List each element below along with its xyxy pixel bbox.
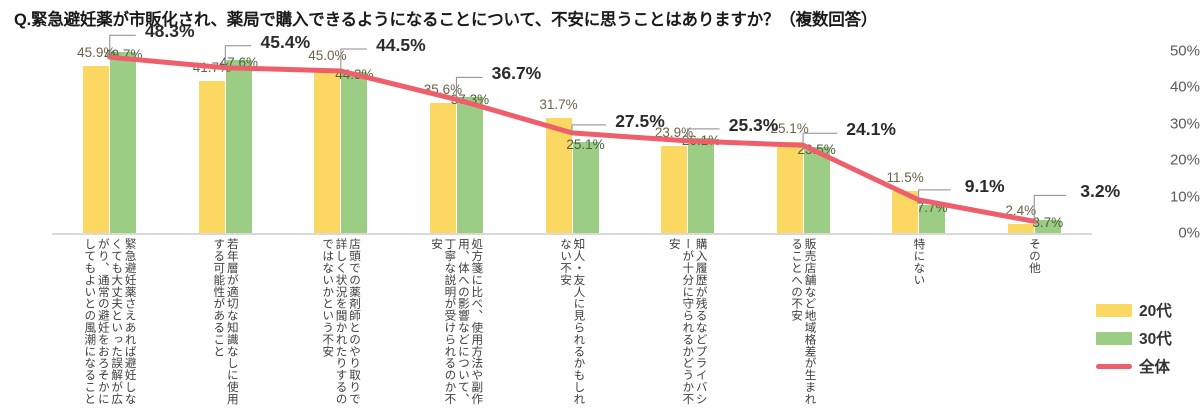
legend-color-swatch [1096, 303, 1132, 317]
bar-value-label-30s: 7.7% [916, 199, 948, 215]
category-label: 購入履歴が残るなどプライバシーが十分に守られるかどうか不安 [667, 238, 708, 405]
total-value-label: 9.1% [964, 175, 1005, 196]
legend-label: 全体 [1139, 359, 1171, 376]
category-label: 店頭での薬剤師とのやり取りで詳しく状況を聞かれたりするのではないかという不安 [321, 238, 362, 405]
y-axis-tick-label: 50% [1169, 42, 1200, 60]
total-value-label: 44.5% [376, 35, 426, 56]
legend-label: 30代 [1139, 331, 1172, 348]
bar-20s [661, 146, 688, 233]
bar-value-label-30s: 23.5% [797, 142, 836, 158]
bar-value-label-30s: 49.7% [104, 47, 143, 63]
total-value-label: 27.5% [615, 110, 665, 131]
bar-value-label-30s: 26.1% [681, 132, 721, 148]
bar-30s [1034, 219, 1061, 233]
bar-30s [225, 59, 252, 233]
legend-item[interactable]: 30代 [1096, 324, 1200, 352]
legend-line-swatch [1096, 363, 1132, 369]
bar-20s [198, 81, 225, 233]
bar-20s [83, 65, 110, 233]
bar-value-label-30s: 44.3% [335, 66, 374, 82]
category-label: 若年層が適切な知識なしに使用する可能性があること [212, 238, 239, 405]
y-axis-tick-label: 0% [1178, 224, 1200, 242]
category-label: 特にない [912, 238, 926, 286]
total-value-label: 24.1% [846, 119, 896, 140]
bar-value-label-20s: 31.7% [539, 96, 578, 112]
bar-20s [892, 191, 919, 233]
category-axis-labels: 緊急避妊薬さえあれば避妊しなくても大丈夫といった誤解が広がり、通常の避妊をおろそ… [52, 238, 1092, 418]
bar-30s [456, 97, 483, 233]
bar-value-label-30s: 3.7% [1032, 214, 1064, 230]
total-value-label: 36.7% [491, 63, 542, 84]
total-value-label: 25.3% [728, 114, 779, 135]
category-label: 緊急避妊薬さえあれば避妊しなくても大丈夫といった誤解が広がり、通常の避妊をおろそ… [83, 238, 137, 405]
bar-value-label-30s: 37.3% [450, 92, 490, 108]
y-axis-tick-label: 10% [1169, 188, 1200, 206]
bar-20s [429, 103, 456, 233]
legend-color-swatch [1096, 331, 1132, 345]
bar-20s [314, 69, 341, 233]
y-axis-tick-label: 40% [1169, 78, 1200, 96]
total-value-label: 45.4% [260, 31, 311, 52]
bar-value-label-20s: 45.9% [77, 44, 116, 60]
legend-item[interactable]: 全体 [1096, 352, 1200, 380]
bar-value-label-30s: 25.1% [566, 136, 605, 152]
bar-value-label-30s: 47.6% [219, 54, 258, 70]
chart-legend: 20代 30代全体 [1096, 296, 1200, 380]
bar-value-label-20s: 45.0% [308, 48, 347, 64]
y-axis-tick-label: 20% [1169, 151, 1200, 169]
bar-30s [803, 147, 830, 233]
y-axis-tick-label: 30% [1169, 115, 1200, 133]
category-label: その他 [1027, 238, 1041, 274]
category-label: 知人・友人に見られるかもしれない不安 [559, 238, 586, 405]
category-label: 処方箋に比べ、使用方法や副作用、体への影響などについて、丁寧な説明が受けられるの… [430, 238, 484, 405]
page-title: Q.緊急避妊薬が市販化され、薬局で購入できるようになることについて、不安に思うこ… [14, 11, 878, 29]
bar-30s [341, 71, 368, 233]
bar-30s [110, 52, 137, 233]
bar-20s [545, 117, 572, 233]
x-axis-line [52, 233, 1092, 235]
bar-20s [1007, 224, 1034, 233]
category-label: 販売店舗など地域格差が生まれることへの不安 [790, 238, 817, 405]
total-value-label: 48.3% [144, 21, 195, 42]
legend-item[interactable]: 20代 [1096, 296, 1200, 324]
total-value-label: 3.2% [1080, 181, 1121, 202]
legend-label: 20代 [1139, 303, 1172, 320]
bar-30s [688, 137, 715, 233]
bar-30s [572, 141, 599, 233]
bar-value-label-20s: 11.5% [886, 170, 924, 186]
